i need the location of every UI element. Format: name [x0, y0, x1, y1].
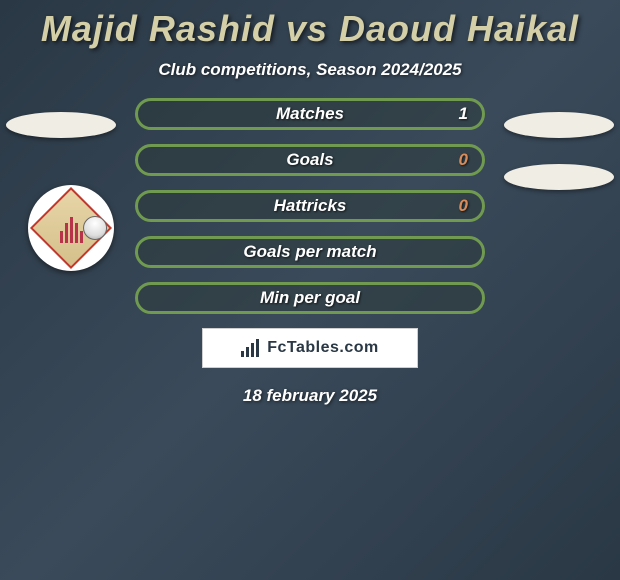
- stat-row-goals-per-match: Goals per match: [135, 236, 485, 268]
- stat-label: Goals: [286, 150, 333, 170]
- page-subtitle: Club competitions, Season 2024/2025: [0, 60, 620, 80]
- snapshot-date: 18 february 2025: [0, 386, 620, 406]
- comparison-stage: Matches 1 Goals 0 Hattricks 0 Goals per …: [0, 98, 620, 406]
- page-title: Majid Rashid vs Daoud Haikal: [0, 0, 620, 50]
- stat-label: Min per goal: [260, 288, 360, 308]
- player-right-slot-2: [504, 164, 614, 190]
- player-right-slot: [504, 112, 614, 138]
- stat-rows: Matches 1 Goals 0 Hattricks 0 Goals per …: [135, 98, 485, 314]
- brand-text: FcTables.com: [267, 339, 379, 357]
- club-crest-icon: [30, 187, 112, 269]
- fctables-logo-icon: [241, 339, 259, 357]
- brand-footer[interactable]: FcTables.com: [202, 328, 418, 368]
- club-badge-left: [28, 185, 114, 271]
- stat-value: 0: [459, 196, 468, 216]
- stat-label: Matches: [276, 104, 344, 124]
- stat-row-min-per-goal: Min per goal: [135, 282, 485, 314]
- stat-row-matches: Matches 1: [135, 98, 485, 130]
- stat-label: Hattricks: [274, 196, 347, 216]
- stat-row-hattricks: Hattricks 0: [135, 190, 485, 222]
- stat-value: 0: [459, 150, 468, 170]
- stat-label: Goals per match: [243, 242, 376, 262]
- player-left-slot: [6, 112, 116, 138]
- stat-value: 1: [459, 104, 468, 124]
- stat-row-goals: Goals 0: [135, 144, 485, 176]
